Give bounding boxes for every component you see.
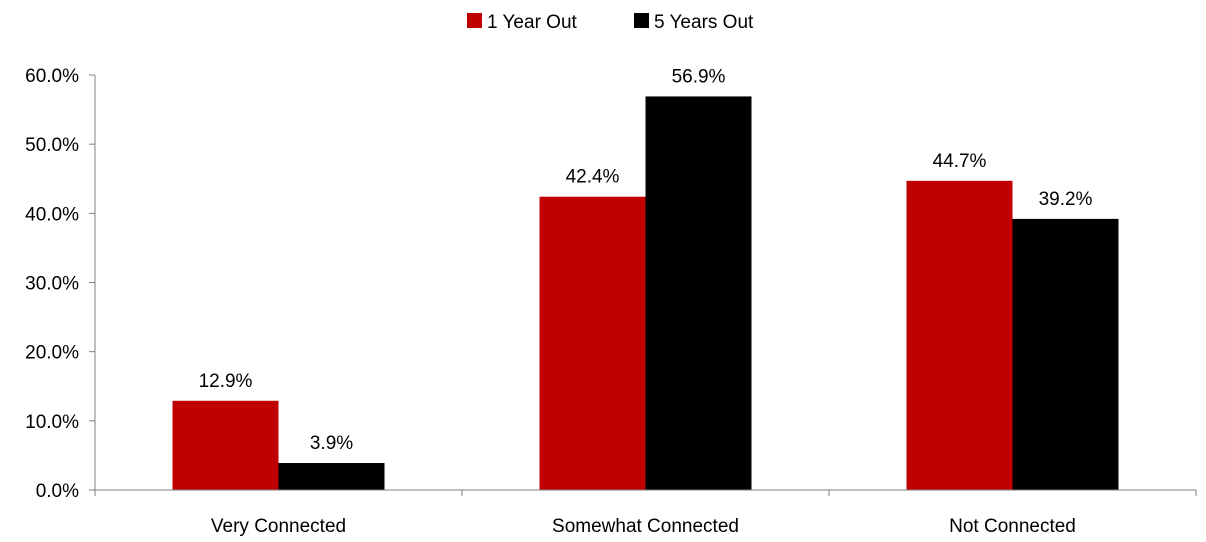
y-tick-label: 50.0% <box>25 135 79 156</box>
x-category-label: Somewhat Connected <box>552 516 739 537</box>
bar <box>1012 218 1119 490</box>
data-label: 42.4% <box>566 167 620 188</box>
y-tick-label: 20.0% <box>25 343 79 364</box>
data-label: 39.2% <box>1039 189 1093 210</box>
legend: 1 Year Out 5 Years Out <box>467 12 754 33</box>
y-tick-label: 0.0% <box>36 481 79 502</box>
x-category-label: Very Connected <box>211 516 346 537</box>
y-tick-label: 10.0% <box>25 412 79 433</box>
bars: 12.9% 3.9% 42.4% 56.9% 44.7% 39.2% <box>172 66 1119 491</box>
y-tick-label: 30.0% <box>25 274 79 295</box>
bar <box>278 463 385 490</box>
bar <box>906 180 1013 490</box>
y-tick-label: 60.0% <box>25 66 79 87</box>
bar <box>539 196 646 490</box>
data-label: 44.7% <box>933 151 987 172</box>
bar <box>645 96 752 491</box>
legend-swatch <box>634 13 649 28</box>
data-label: 3.9% <box>310 433 353 454</box>
legend-swatch <box>467 13 482 28</box>
data-label: 56.9% <box>672 66 726 87</box>
y-axis: 0.0% 10.0% 20.0% 30.0% 40.0% 50.0% 60.0% <box>25 66 96 502</box>
x-category-label: Not Connected <box>949 516 1076 537</box>
legend-label: 1 Year Out <box>487 12 578 33</box>
x-axis: Very Connected Somewhat Connected Not Conn… <box>94 489 1197 537</box>
legend-label: 5 Years Out <box>654 12 754 33</box>
y-tick-label: 40.0% <box>25 204 79 225</box>
data-label: 12.9% <box>199 371 253 392</box>
bar <box>172 400 279 490</box>
